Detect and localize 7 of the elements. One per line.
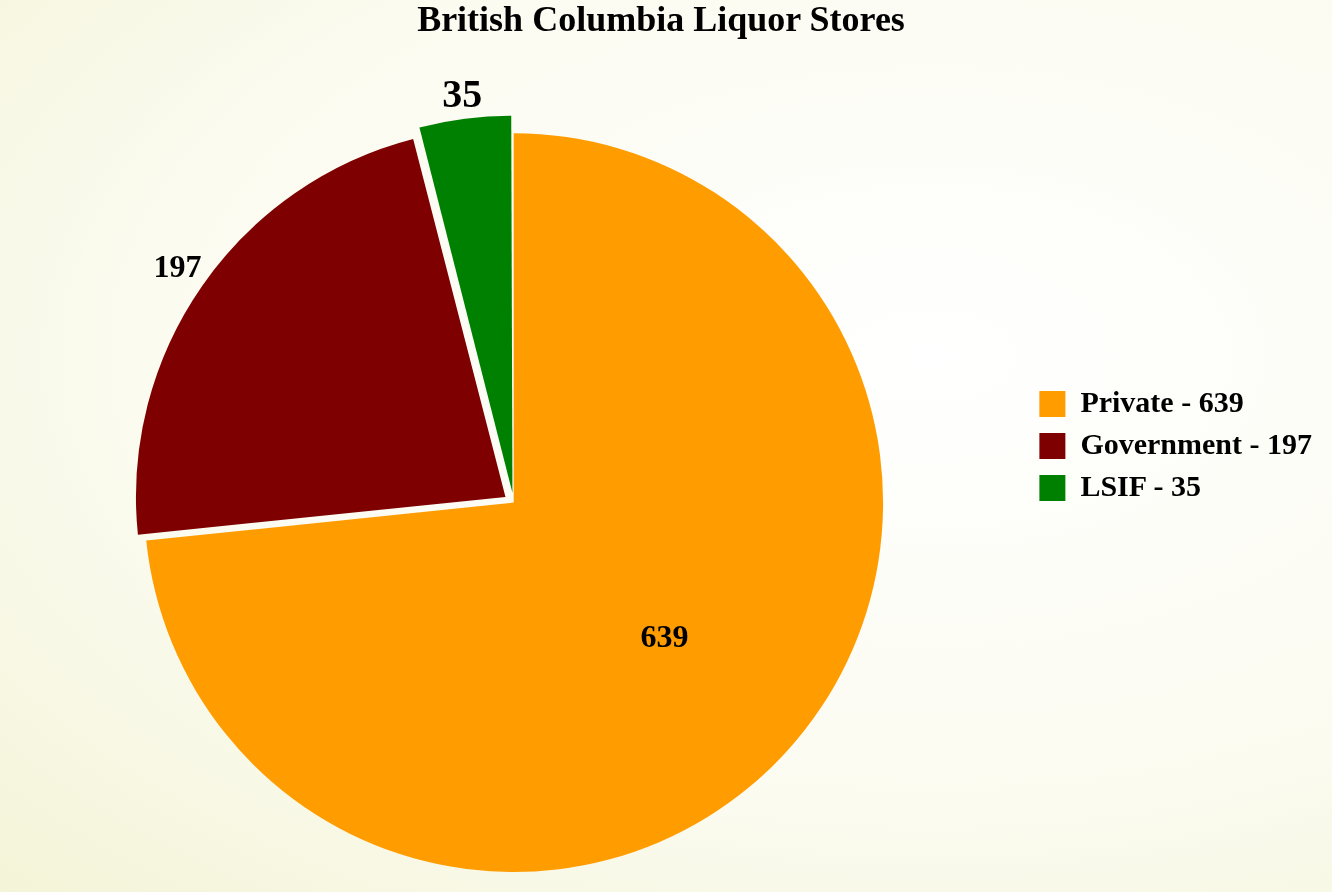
legend-label: LSIF - 35 [1080,468,1201,502]
data-label: 35 [442,70,483,116]
legend-label: Private - 639 [1080,384,1244,418]
data-label: 639 [640,617,689,654]
chart-title: British Columbia Liquor Stores [417,0,905,39]
legend-label: Government - 197 [1080,426,1312,460]
data-label: 197 [153,248,202,285]
